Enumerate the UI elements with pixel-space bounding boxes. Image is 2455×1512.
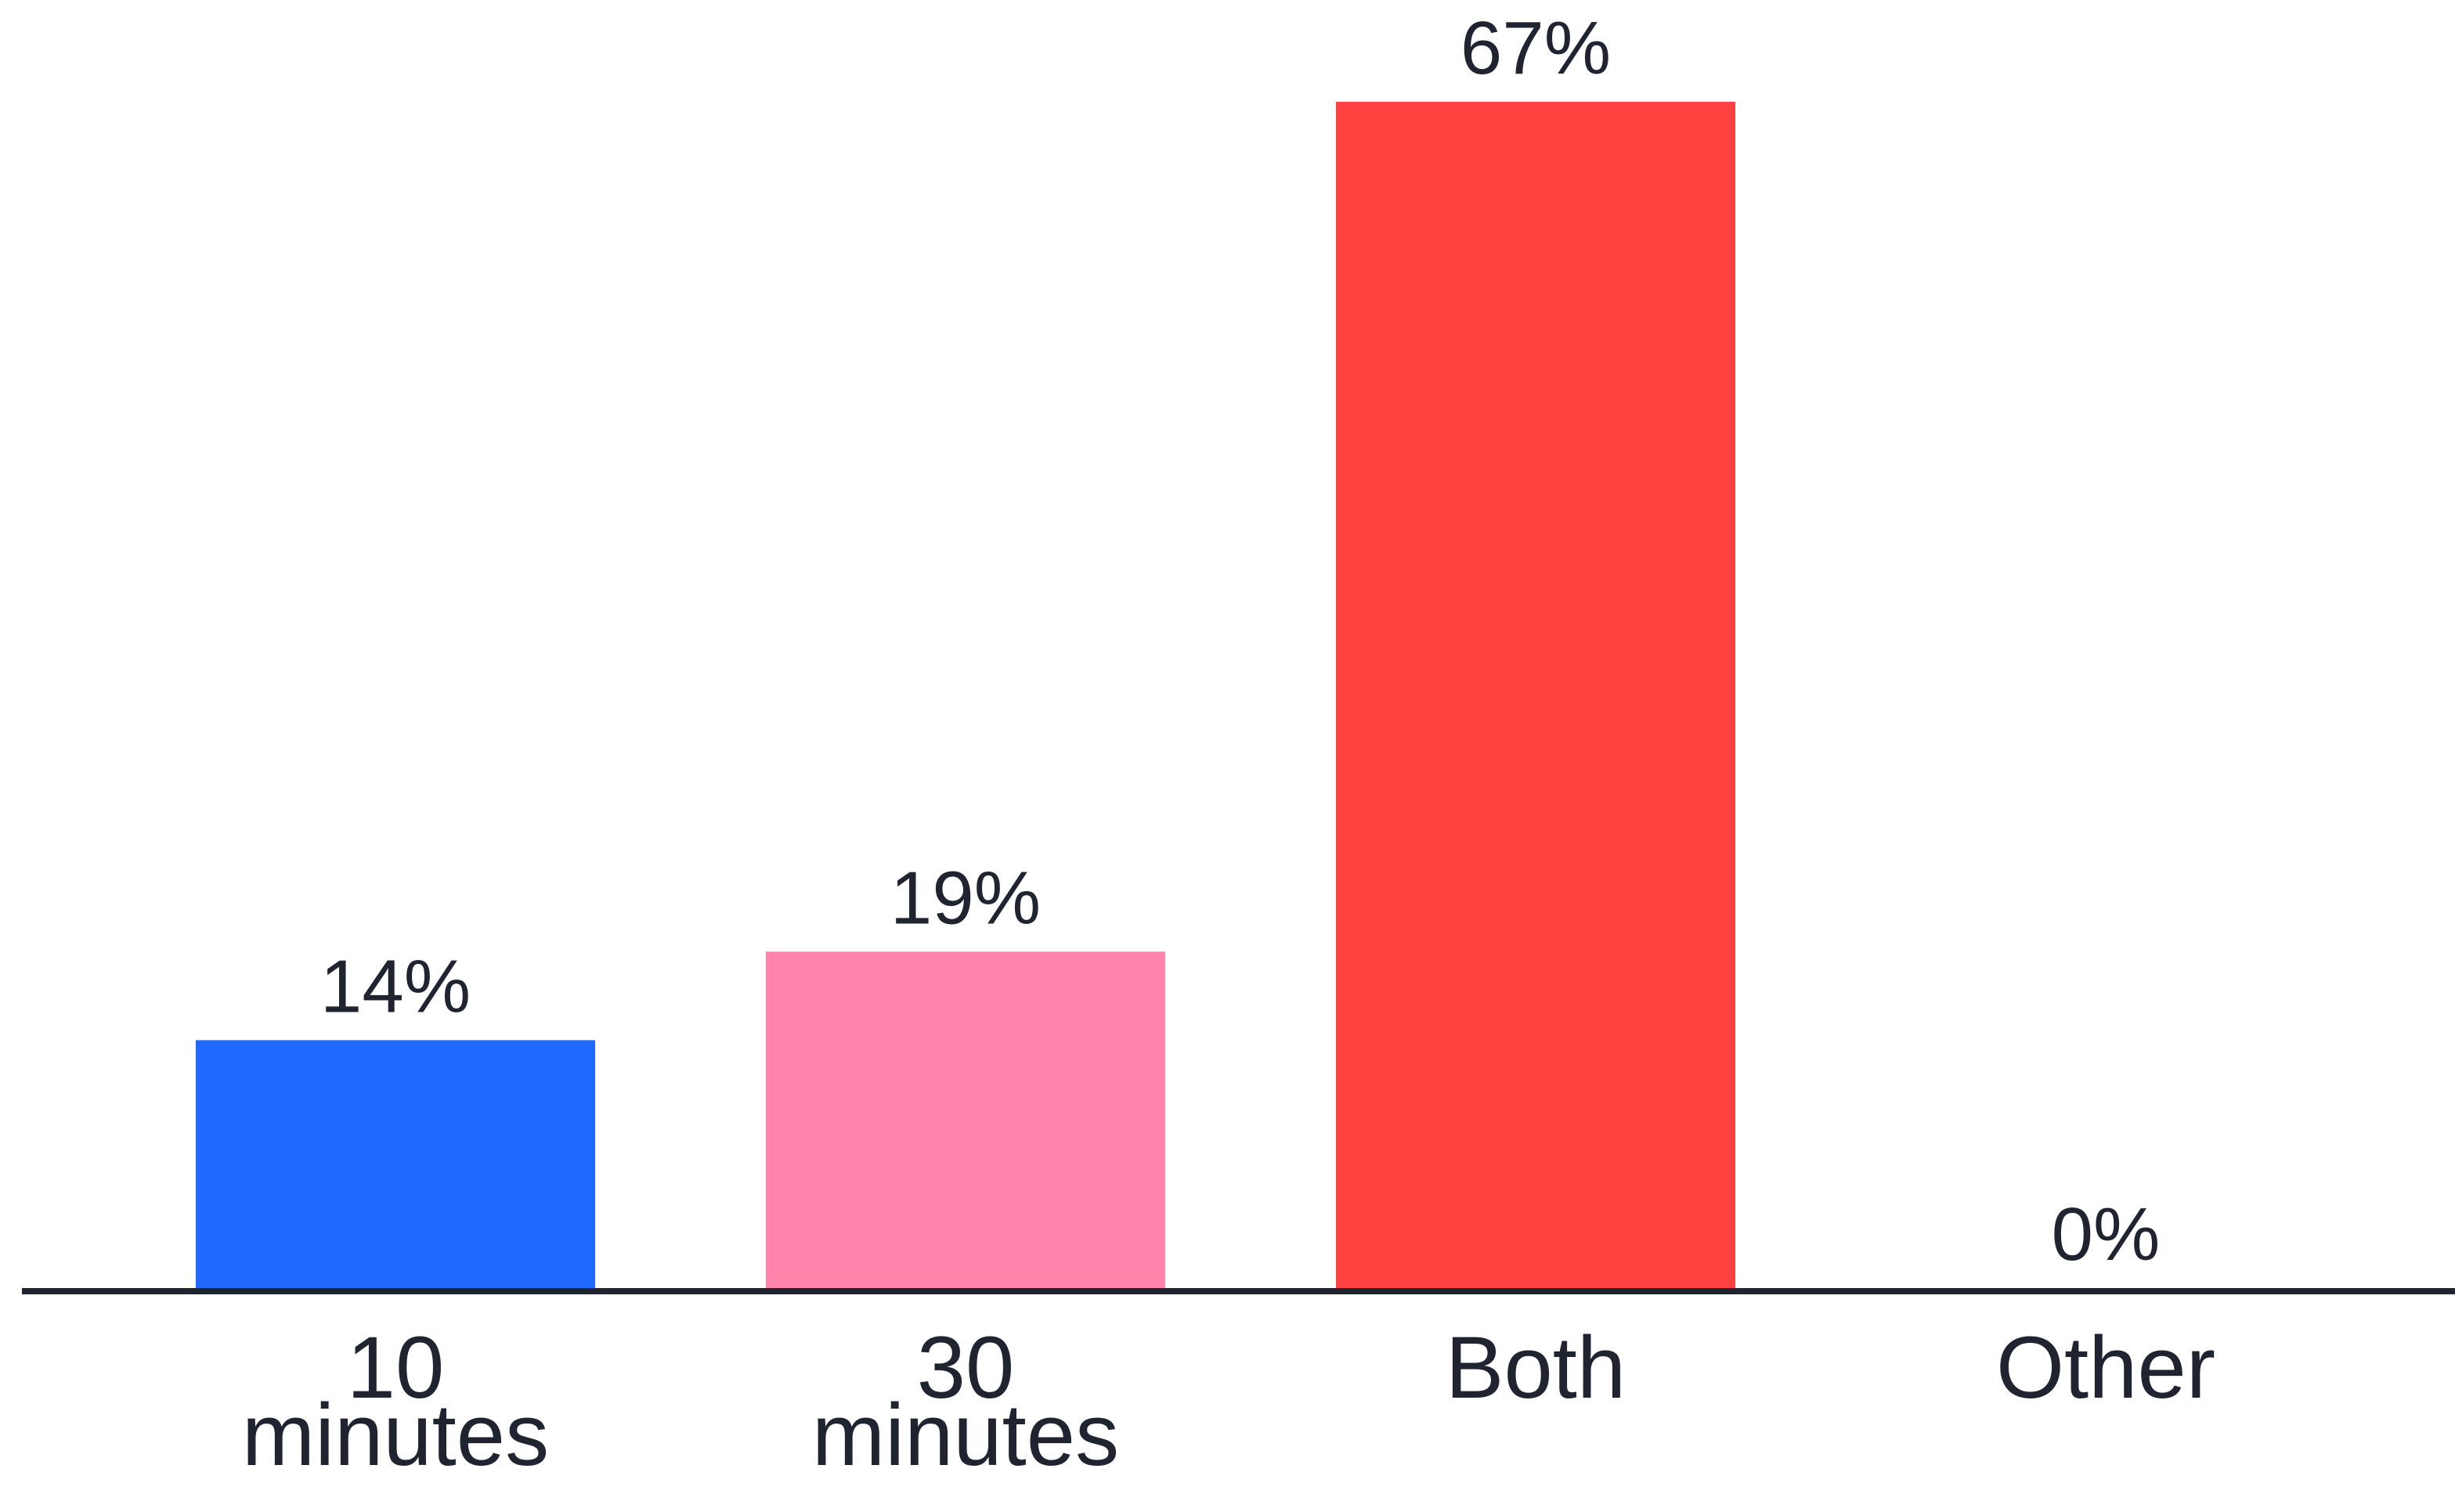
value-label-0: 14%	[320, 944, 471, 1028]
category-label-1-line-0: 30	[917, 1319, 1015, 1416]
bar-1	[766, 951, 1165, 1288]
bar-0	[196, 1040, 595, 1288]
value-label-3: 0%	[2052, 1193, 2161, 1276]
value-label-1: 19%	[890, 856, 1041, 940]
value-label-2: 67%	[1460, 6, 1611, 90]
category-label-3-line-0: Other	[1996, 1319, 2215, 1416]
value-labels-group: 14% 19% 67% 0%	[320, 6, 2160, 1276]
category-label-1-line-1: minutes	[812, 1386, 1119, 1484]
category-label-0-line-0: 10	[347, 1319, 445, 1416]
category-label-0-line-1: minutes	[242, 1386, 549, 1484]
bars-group	[196, 102, 1735, 1288]
category-label-2-line-0: Both	[1446, 1319, 1626, 1416]
bar-2	[1336, 102, 1735, 1288]
